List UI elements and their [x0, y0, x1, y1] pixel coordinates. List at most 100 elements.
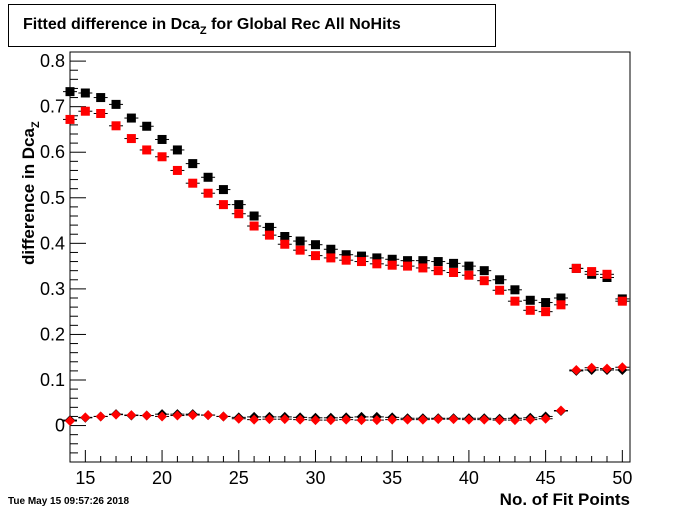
data-point-square [65, 114, 75, 124]
title-box: Fitted difference in DcaZ for Global Rec… [8, 4, 496, 47]
data-point-square [403, 261, 413, 271]
data-point-square [495, 275, 505, 285]
data-point-diamond [371, 415, 382, 426]
data-point-square [234, 209, 244, 219]
data-point-diamond [402, 414, 413, 425]
data-point-diamond [187, 410, 198, 421]
plot-frame [69, 51, 631, 463]
data-point-diamond [264, 414, 275, 425]
data-point-square [80, 106, 90, 116]
data-point-square [234, 200, 244, 210]
data-point-diamond [494, 415, 505, 426]
data-point-square [142, 145, 152, 155]
data-point-square [249, 221, 259, 231]
data-point-diamond [203, 410, 214, 421]
data-point-square [525, 295, 535, 305]
data-point-square [433, 257, 443, 267]
plot-border [69, 51, 631, 463]
data-point-square [556, 293, 566, 303]
data-point-square [111, 121, 121, 131]
data-point-square [111, 99, 121, 109]
data-point-diamond [95, 411, 106, 422]
data-point-diamond [141, 410, 152, 421]
y-tick-label: 0.2 [40, 324, 65, 344]
data-point-square [295, 236, 305, 246]
data-point-diamond [233, 413, 244, 424]
data-point-square [433, 266, 443, 276]
data-point-square [387, 254, 397, 264]
data-point-square [326, 253, 336, 263]
x-tick-label: 45 [536, 468, 556, 488]
data-point-square [418, 256, 428, 266]
x-tick-label: 50 [612, 468, 632, 488]
data-point-diamond [126, 410, 137, 421]
x-tick-label: 35 [382, 468, 402, 488]
data-point-square [525, 305, 535, 315]
y-tick-label: 0 [55, 416, 65, 436]
data-point-square [96, 109, 106, 118]
data-point-diamond [80, 412, 91, 423]
data-point-square [157, 134, 167, 144]
data-point-diamond [325, 415, 336, 426]
data-point-diamond [601, 363, 612, 374]
data-point-diamond [341, 414, 352, 425]
data-point-square [341, 255, 351, 265]
x-tick-label: 15 [75, 468, 95, 488]
data-point-square [341, 250, 351, 260]
data-point-square [449, 258, 459, 268]
data-point-square [310, 240, 320, 250]
data-point-diamond [433, 414, 444, 425]
data-point-square [541, 298, 551, 308]
data-point-diamond [157, 411, 168, 422]
axis-ticks [69, 51, 623, 463]
data-point-square [264, 222, 274, 232]
y-axis-label: difference in DcaZ [19, 121, 42, 265]
y-tick-label: 0.5 [40, 188, 65, 208]
data-point-diamond [571, 364, 582, 375]
timestamp: Tue May 15 09:57:26 2018 [8, 496, 130, 507]
data-point-square [172, 145, 182, 155]
data-point-square [188, 159, 198, 169]
data-point-square [571, 263, 581, 273]
data-point-square [218, 200, 228, 210]
data-point-square [218, 185, 228, 195]
data-point-diamond [356, 415, 367, 426]
data-point-diamond [448, 414, 459, 425]
data-point-square [510, 296, 520, 306]
data-point-diamond [479, 414, 490, 425]
data-point-square [126, 134, 136, 144]
data-point-diamond [525, 414, 536, 425]
data-point-square [617, 296, 627, 306]
data-point-square [295, 245, 305, 255]
data-point-square [96, 93, 106, 103]
data-markers [63, 87, 630, 426]
data-point-square [65, 87, 75, 97]
data-point-square [602, 269, 612, 279]
data-point-diamond [310, 415, 321, 426]
data-point-square [372, 259, 382, 269]
data-point-square [495, 285, 505, 295]
data-point-square [310, 251, 320, 261]
data-point-square [126, 113, 136, 123]
y-tick-label: 0.8 [40, 51, 65, 71]
x-axis-label: No. of Fit Points [499, 490, 630, 509]
data-point-square [510, 285, 520, 295]
data-point-diamond [218, 411, 229, 422]
tick-labels: 15 20 25 30 35 40 45 50 0 0.1 0.2 0.3 0.4 0.5 0.6 0.7 0.… [40, 51, 632, 488]
data-point-square [541, 307, 551, 317]
data-point-diamond [65, 416, 75, 426]
data-point-square [464, 261, 474, 271]
data-point-diamond [617, 362, 628, 373]
data-point-diamond [586, 362, 597, 373]
data-point-diamond [417, 414, 428, 425]
data-point-square [188, 178, 198, 188]
data-point-square [249, 211, 259, 221]
data-point-diamond [555, 405, 566, 416]
data-point-square [172, 165, 182, 175]
data-point-diamond [387, 414, 398, 425]
data-point-diamond [249, 414, 260, 425]
data-point-square [587, 267, 597, 277]
data-point-square [280, 232, 290, 241]
data-point-square [449, 267, 459, 277]
